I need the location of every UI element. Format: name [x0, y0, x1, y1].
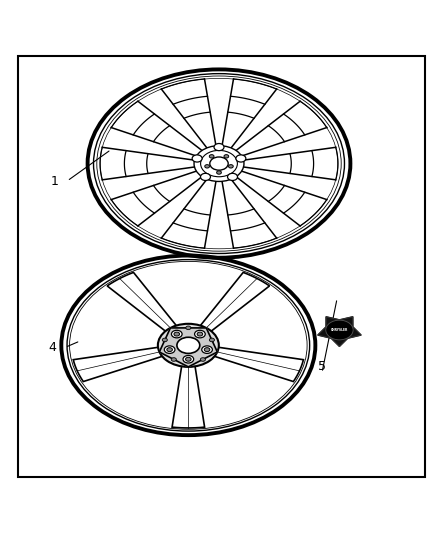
- Text: 5: 5: [318, 360, 326, 373]
- Polygon shape: [107, 272, 177, 332]
- Polygon shape: [200, 272, 269, 332]
- Ellipse shape: [227, 173, 237, 181]
- Ellipse shape: [197, 332, 203, 336]
- Ellipse shape: [70, 262, 307, 429]
- Ellipse shape: [158, 324, 219, 367]
- Ellipse shape: [205, 165, 209, 168]
- Ellipse shape: [209, 155, 214, 158]
- Polygon shape: [318, 317, 361, 346]
- Polygon shape: [73, 347, 163, 382]
- Ellipse shape: [197, 148, 241, 180]
- Ellipse shape: [162, 338, 167, 342]
- Text: 1: 1: [51, 175, 59, 188]
- Polygon shape: [159, 328, 217, 367]
- Ellipse shape: [186, 326, 191, 329]
- Ellipse shape: [202, 346, 212, 353]
- Ellipse shape: [209, 338, 215, 342]
- Ellipse shape: [167, 348, 173, 352]
- Polygon shape: [213, 347, 304, 382]
- Ellipse shape: [171, 358, 177, 361]
- Ellipse shape: [177, 337, 200, 353]
- Ellipse shape: [171, 330, 182, 338]
- Ellipse shape: [224, 155, 229, 158]
- Ellipse shape: [210, 157, 228, 170]
- Ellipse shape: [183, 356, 194, 363]
- Ellipse shape: [194, 146, 244, 181]
- Ellipse shape: [214, 143, 224, 151]
- Ellipse shape: [164, 346, 175, 353]
- Ellipse shape: [229, 165, 233, 168]
- Ellipse shape: [174, 332, 180, 336]
- Polygon shape: [172, 366, 205, 428]
- Text: CHRYSLER: CHRYSLER: [331, 328, 348, 332]
- Ellipse shape: [217, 171, 221, 174]
- Ellipse shape: [326, 320, 353, 340]
- Text: 4: 4: [49, 341, 57, 354]
- Ellipse shape: [200, 358, 205, 361]
- Ellipse shape: [201, 173, 211, 181]
- Ellipse shape: [194, 330, 205, 338]
- Ellipse shape: [186, 357, 191, 361]
- Ellipse shape: [201, 150, 237, 177]
- Ellipse shape: [204, 348, 210, 352]
- Ellipse shape: [236, 155, 246, 162]
- Ellipse shape: [192, 155, 202, 162]
